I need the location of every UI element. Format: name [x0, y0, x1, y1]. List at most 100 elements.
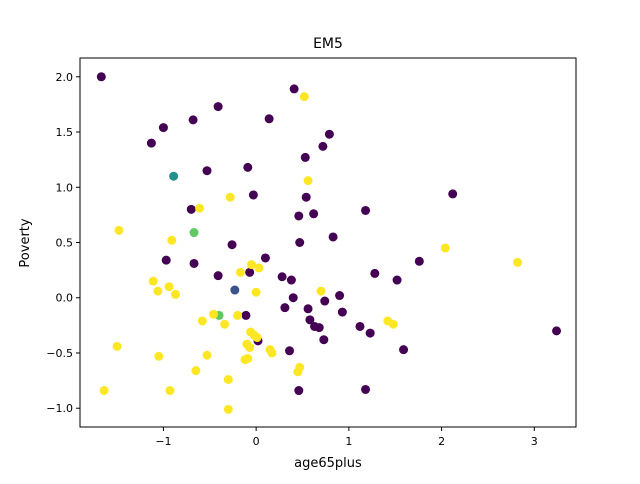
data-point	[213, 271, 223, 281]
data-point	[189, 228, 199, 238]
data-point	[165, 386, 175, 396]
data-point	[513, 257, 523, 267]
data-point	[267, 348, 277, 358]
data-point	[314, 323, 324, 333]
data-point	[197, 316, 207, 326]
data-point	[169, 171, 179, 181]
data-point	[254, 263, 264, 273]
data-point	[252, 333, 262, 343]
data-point	[285, 346, 295, 356]
data-point	[112, 341, 122, 351]
data-point	[225, 192, 235, 202]
data-point	[96, 72, 106, 82]
data-point	[241, 310, 251, 320]
data-point	[361, 205, 371, 215]
y-axis-label: Poverty	[18, 218, 33, 267]
data-point	[303, 176, 313, 186]
data-point	[148, 276, 158, 286]
data-point	[370, 268, 380, 278]
data-point	[294, 211, 304, 221]
data-point	[305, 315, 315, 325]
data-point	[361, 384, 371, 394]
data-point	[161, 255, 171, 265]
data-point	[189, 258, 199, 268]
data-point	[248, 190, 258, 200]
data-point	[303, 304, 313, 314]
data-point	[191, 366, 201, 376]
data-point	[223, 374, 233, 384]
data-point	[399, 345, 409, 355]
data-point	[195, 203, 205, 213]
data-point	[552, 326, 562, 336]
data-point	[170, 289, 180, 299]
data-point	[388, 319, 398, 329]
data-point	[247, 260, 257, 270]
data-point	[355, 321, 365, 331]
data-point	[286, 275, 296, 285]
data-point	[99, 386, 109, 396]
chart-title: EM5	[313, 36, 343, 52]
data-point	[295, 238, 305, 247]
data-point	[260, 253, 270, 263]
data-point	[448, 189, 458, 199]
points-layer	[96, 72, 562, 414]
data-point	[235, 267, 245, 277]
data-point	[318, 141, 328, 151]
x-tick-label: 1	[345, 435, 352, 448]
data-point	[294, 386, 304, 396]
data-point	[230, 285, 240, 295]
data-point	[293, 367, 303, 377]
data-point	[440, 243, 450, 253]
data-point	[209, 309, 218, 319]
y-tick-label: 2.0	[56, 71, 74, 84]
data-point	[337, 307, 347, 317]
y-tick-label: −0.5	[46, 347, 73, 360]
data-point	[280, 303, 290, 313]
data-point	[154, 351, 164, 361]
data-point	[251, 287, 261, 297]
data-point	[245, 267, 255, 277]
y-tick-label: 0.0	[56, 292, 74, 305]
data-point	[301, 192, 311, 202]
x-axis: −1 0 1 2 3	[155, 427, 538, 448]
data-point	[264, 114, 274, 124]
data-point	[320, 296, 330, 306]
data-point	[299, 92, 309, 102]
data-point	[213, 102, 223, 112]
data-point	[309, 209, 319, 219]
data-point	[414, 256, 424, 266]
data-point	[316, 286, 326, 296]
data-point	[202, 350, 212, 360]
data-point	[243, 354, 253, 363]
x-tick-label: 0	[253, 435, 260, 448]
data-point	[164, 282, 174, 292]
y-tick-label: 0.5	[56, 237, 74, 250]
data-point	[319, 335, 329, 345]
data-point	[245, 342, 255, 352]
data-point	[153, 286, 163, 296]
data-point	[233, 310, 243, 320]
data-point	[202, 166, 212, 176]
x-tick-label: 3	[531, 435, 538, 448]
data-point	[300, 152, 310, 162]
x-axis-label: age65plus	[294, 456, 362, 471]
data-point	[220, 319, 230, 329]
x-tick-label: 2	[438, 435, 445, 448]
data-point	[114, 225, 124, 235]
data-point	[289, 84, 299, 94]
data-point	[227, 240, 237, 250]
data-point	[188, 115, 198, 125]
x-tick-label: −1	[155, 435, 171, 448]
data-point	[223, 404, 233, 414]
y-tick-label: −1.0	[46, 402, 73, 415]
data-point	[167, 235, 177, 245]
data-point	[328, 232, 338, 242]
y-axis: −1.0 −0.5 0.0 0.5 1.0 1.5 2.0	[46, 71, 80, 415]
data-point	[324, 129, 334, 139]
data-point	[365, 328, 375, 338]
data-point	[277, 272, 287, 282]
y-tick-label: 1.5	[56, 126, 74, 139]
